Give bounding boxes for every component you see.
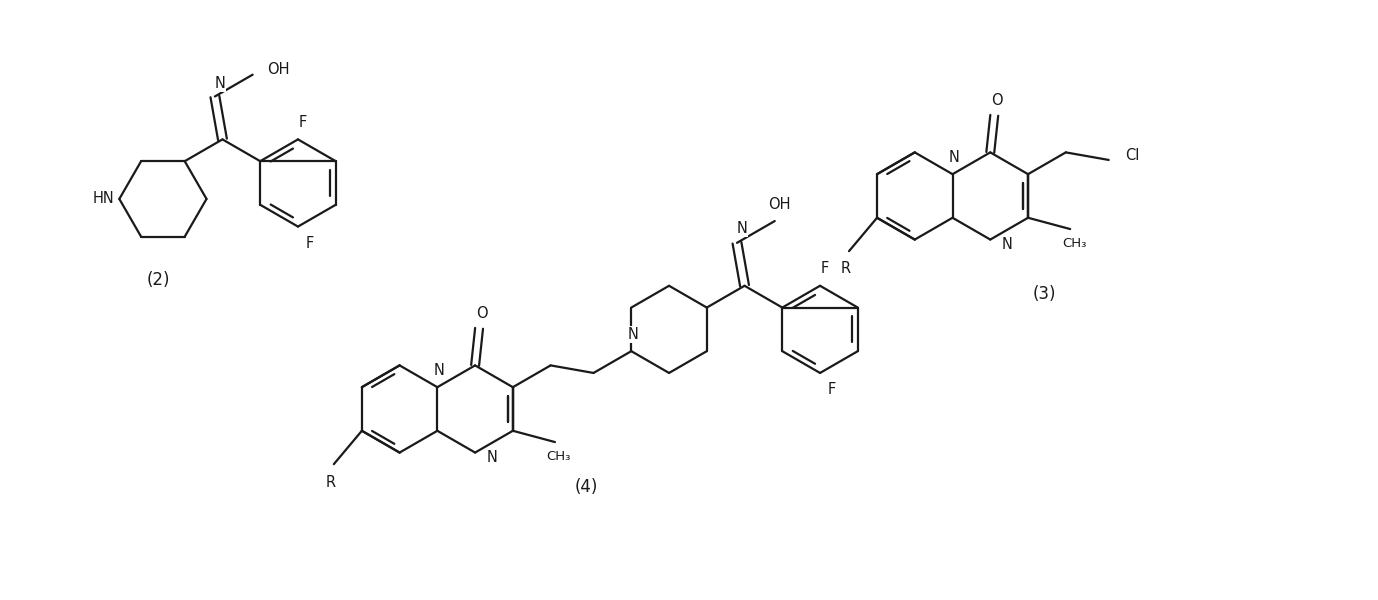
Text: (2): (2) [146,271,169,289]
Text: R: R [841,262,852,277]
Text: HN: HN [92,191,114,206]
Text: CH₃: CH₃ [1062,238,1086,250]
Text: Cl: Cl [1126,148,1140,163]
Text: N: N [1002,237,1013,252]
Text: CH₃: CH₃ [547,451,570,463]
Text: OH: OH [267,62,289,77]
Text: N: N [486,450,497,465]
Text: N: N [628,327,639,342]
Text: O: O [991,93,1003,108]
Text: N: N [736,221,747,236]
Text: R: R [325,475,336,490]
Text: OH: OH [769,197,791,212]
Text: (4): (4) [575,478,598,496]
Text: F: F [821,262,830,277]
Text: N: N [949,150,960,165]
Text: N: N [215,76,225,91]
Text: F: F [828,382,836,397]
Text: O: O [477,306,488,321]
Text: (3): (3) [1034,285,1057,303]
Text: N: N [434,363,445,378]
Text: F: F [306,236,314,251]
Text: F: F [299,115,307,130]
